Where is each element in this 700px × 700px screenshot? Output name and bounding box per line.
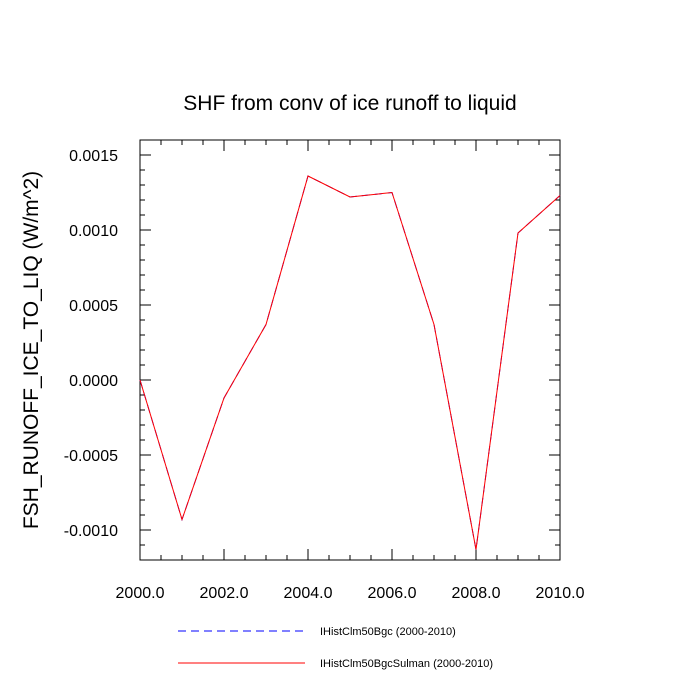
y-tick-label: -0.0010 bbox=[64, 523, 118, 540]
x-tick-label: 2004.0 bbox=[284, 585, 333, 602]
y-tick-label: 0.0005 bbox=[69, 298, 118, 315]
x-tick-label: 2002.0 bbox=[200, 585, 249, 602]
chart-title: SHF from conv of ice runoff to liquid bbox=[183, 92, 516, 115]
y-tick-label: -0.0005 bbox=[64, 448, 118, 465]
y-tick-label: 0.0000 bbox=[69, 373, 118, 390]
series-line-1 bbox=[139, 175, 561, 550]
y-tick-label: 0.0010 bbox=[69, 223, 118, 240]
legend: IHistClm50Bgc (2000-2010) IHistClm50BgcSu… bbox=[178, 626, 493, 670]
legend-label-2: IHistClm50BgcSulman (2000-2010) bbox=[320, 658, 493, 670]
legend-label-1: IHistClm50Bgc (2000-2010) bbox=[320, 626, 456, 638]
x-tick-label: 2000.0 bbox=[116, 585, 165, 602]
y-tick-label: 0.0015 bbox=[69, 148, 118, 165]
axis-ticks: 2000.0 2002.0 2004.0 2006.0 2008.0 2010.0 -0.0… bbox=[64, 139, 585, 602]
x-tick-label: 2006.0 bbox=[368, 585, 417, 602]
series-line-2 bbox=[139, 175, 561, 550]
x-tick-label: 2010.0 bbox=[536, 585, 585, 602]
plot-frame bbox=[139, 139, 561, 561]
plot-border bbox=[139, 139, 561, 561]
y-axis-label: FSH_RUNOFF_ICE_TO_LIQ (W/m^2) bbox=[20, 171, 43, 529]
x-tick-label: 2008.0 bbox=[452, 585, 501, 602]
series-layer bbox=[139, 175, 561, 550]
